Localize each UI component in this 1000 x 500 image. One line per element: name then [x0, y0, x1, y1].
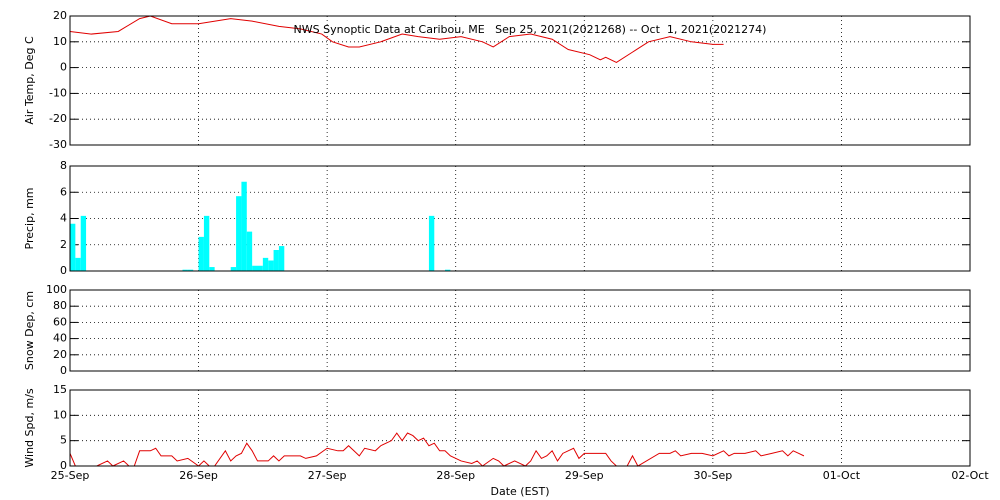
bar: [187, 269, 194, 271]
y-tick-label: 15: [53, 383, 67, 396]
y-tick-label: 2: [60, 238, 67, 251]
bar: [198, 236, 204, 271]
x-tick-label: 29-Sep: [565, 469, 604, 482]
x-tick-label: 02-Oct: [951, 469, 989, 482]
y-tick-label: 20: [53, 348, 67, 361]
y-axis-label: Snow Dep, cm: [23, 291, 36, 370]
bar: [241, 181, 247, 271]
bar: [257, 265, 263, 271]
y-axis-label: Air Temp, Deg C: [23, 36, 36, 125]
y-tick-label: -10: [49, 86, 67, 99]
bar: [182, 269, 188, 271]
y-axis-label: Precip, mm: [23, 188, 36, 250]
plot-frame: [69, 389, 971, 467]
x-tick-label: 01-Oct: [823, 469, 861, 482]
x-tick-label: 28-Sep: [436, 469, 475, 482]
chart-title: NWS Synoptic Data at Caribou, ME Sep 25,…: [294, 23, 767, 36]
bar: [428, 215, 435, 271]
y-tick-label: 0: [60, 364, 67, 377]
plot-frame: [69, 165, 971, 272]
bar: [445, 269, 451, 271]
y-tick-label: 10: [53, 35, 67, 48]
y-tick-label: 4: [60, 212, 67, 225]
x-tick-label: 30-Sep: [694, 469, 733, 482]
x-tick-label: 26-Sep: [179, 469, 218, 482]
y-axis-label: Wind Spd, m/s: [23, 388, 36, 468]
y-tick-label: 10: [53, 408, 67, 421]
y-tick-label: 80: [53, 299, 67, 312]
y-tick-label: 0: [60, 264, 67, 277]
bar: [236, 196, 242, 271]
bar: [80, 215, 87, 271]
x-axis-label: Date (EST): [490, 485, 549, 498]
y-tick-label: 6: [60, 185, 67, 198]
plot-frame: [69, 289, 971, 372]
plot-frame: [69, 15, 971, 146]
bar: [278, 246, 285, 271]
y-tick-label: 0: [60, 61, 67, 74]
x-tick-label: 25-Sep: [51, 469, 90, 482]
y-tick-label: 0: [60, 459, 67, 472]
bar: [262, 257, 269, 271]
x-tick-label: 27-Sep: [308, 469, 347, 482]
bar: [252, 265, 258, 271]
bar: [268, 260, 274, 271]
y-tick-label: -20: [49, 112, 67, 125]
y-tick-label: 5: [60, 434, 67, 447]
y-tick-label: -30: [49, 138, 67, 151]
y-tick-label: 8: [60, 159, 67, 172]
data-line: [69, 15, 724, 64]
bar: [70, 223, 76, 271]
bar: [273, 250, 279, 271]
bar: [230, 267, 237, 271]
y-tick-label: 40: [53, 332, 67, 345]
bar: [246, 231, 253, 271]
y-tick-label: 60: [53, 315, 67, 328]
bar: [75, 257, 81, 271]
y-tick-label: 20: [53, 9, 67, 22]
data-line: [69, 432, 805, 467]
bar: [203, 215, 210, 271]
y-tick-label: 100: [46, 283, 67, 296]
bar: [209, 267, 215, 271]
